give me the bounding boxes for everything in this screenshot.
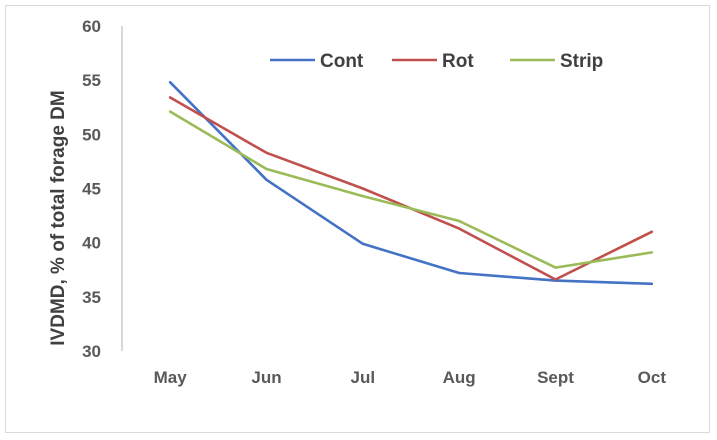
y-axis-label: IVDMD, % of total forage DM (48, 90, 69, 345)
series-line-cont (168, 81, 654, 286)
y-tick-label: 50 (82, 125, 101, 144)
legend-label-rot: Rot (442, 51, 474, 72)
data-point-rot (265, 151, 268, 154)
data-point-cont (361, 242, 365, 245)
data-point-strip (554, 266, 557, 269)
x-tick-label: Jul (351, 368, 376, 387)
data-point-rot (168, 96, 172, 99)
data-point-strip (457, 219, 461, 223)
x-tick-label: Sept (537, 368, 574, 387)
y-tick-label: 35 (82, 288, 101, 307)
x-tick-label: Oct (638, 368, 667, 387)
legend-label-strip: Strip (560, 51, 603, 72)
legend: Cont Rot Strip (270, 51, 603, 72)
data-point-rot (650, 230, 654, 234)
data-point-cont (650, 282, 654, 286)
data-point-strip (168, 110, 172, 113)
y-tick-label: 45 (82, 180, 101, 199)
data-point-strip (361, 194, 365, 198)
y-axis: 30 35 40 45 50 55 60 (82, 17, 123, 361)
y-tick-label: 55 (82, 71, 101, 90)
data-point-rot (554, 278, 557, 281)
x-tick-label: Jun (251, 368, 281, 387)
data-point-strip (265, 167, 268, 171)
x-tick-label: May (154, 368, 188, 387)
data-point-strip (650, 251, 654, 254)
y-tick-label: 60 (82, 17, 101, 36)
data-point-cont (265, 178, 268, 182)
series-line-strip (168, 110, 654, 269)
series-layer (168, 81, 654, 286)
data-point-cont (168, 81, 172, 84)
x-axis: May Jun Jul Aug Sept Oct (154, 368, 667, 387)
x-tick-label: Aug (443, 368, 476, 387)
legend-label-cont: Cont (320, 51, 364, 72)
y-tick-label: 30 (82, 342, 101, 361)
data-point-rot (361, 187, 365, 190)
data-point-cont (457, 271, 461, 275)
y-tick-label: 40 (82, 234, 101, 253)
series-line-rot (168, 96, 654, 281)
data-point-rot (457, 227, 461, 230)
